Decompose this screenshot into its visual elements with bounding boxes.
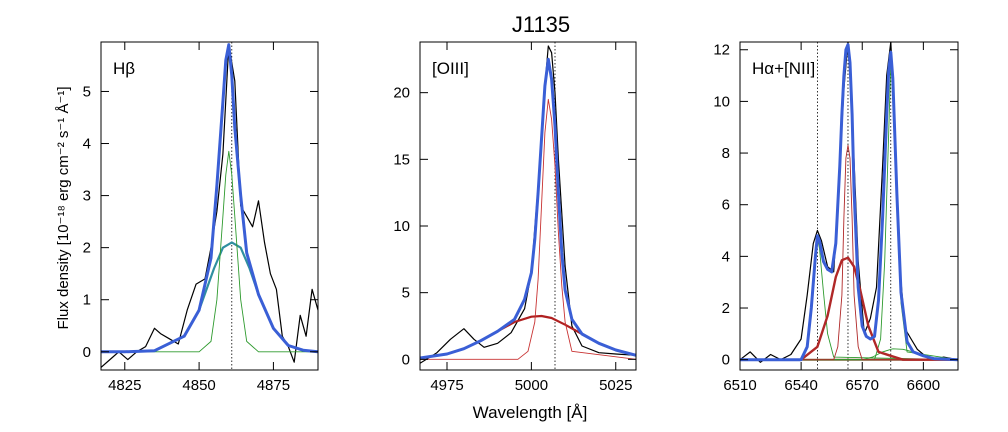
series-group (740, 42, 958, 363)
y-tick-label: 0 (722, 352, 730, 369)
series-narrow (101, 150, 318, 353)
y-tick-label: 4 (722, 248, 730, 265)
plot-frame (419, 41, 637, 371)
x-tick-label: 6570 (846, 377, 879, 394)
y-tick-label: 1 (83, 292, 91, 309)
y-tick-label: 5 (83, 83, 91, 100)
x-tick-label: 6600 (907, 377, 940, 394)
series-ha-broad (740, 256, 958, 361)
panel-label: [OIII] (432, 59, 469, 78)
x-tick-label: 4875 (257, 377, 290, 394)
panel-3: 6510 6540 6570 6600 0 2 4 6 8 10 12 Hα+[NII] (713, 41, 959, 394)
y-tick-label: 3 (83, 188, 91, 205)
series-group (420, 45, 636, 364)
y-tick-label: 4 (83, 136, 91, 153)
panel-2: 4975 5000 5025 0 5 10 15 20 [OIII] (393, 41, 637, 394)
y-tick-label: 0 (402, 351, 410, 368)
panel-label: Hβ (113, 59, 135, 78)
x-axis-label: Wavelength [Å] (473, 403, 588, 422)
x-tick-label: 5000 (515, 377, 548, 394)
x-tick-label: 4975 (430, 377, 463, 394)
y-tick-label: 12 (713, 42, 730, 59)
series-nii-6548 (740, 237, 958, 361)
series-nii-6584 (740, 62, 958, 361)
x-tick-label: 4825 (108, 377, 141, 394)
series-ha-narrow (740, 144, 958, 361)
y-tick-label: 10 (713, 93, 730, 110)
x-tick-label: 5025 (599, 377, 632, 394)
series-data (740, 42, 958, 363)
x-tick-label: 6510 (723, 377, 756, 394)
series-narrow (420, 98, 636, 360)
y-axis-label: Flux density [10⁻¹⁸ erg cm⁻² s⁻¹ Å⁻¹] (55, 86, 72, 329)
series-data (420, 45, 636, 364)
y-tick-label: 20 (393, 85, 410, 102)
series-total (420, 57, 636, 360)
figure-title: J1135 (512, 12, 570, 37)
y-tick-label: 6 (722, 197, 730, 214)
series-group (101, 43, 318, 368)
series-total (101, 43, 318, 354)
y-tick-label: 8 (722, 145, 730, 162)
x-tick-label: 4850 (182, 377, 215, 394)
y-tick-label: 2 (722, 300, 730, 317)
y-tick-label: 10 (393, 218, 410, 235)
x-tick-label: 6540 (784, 377, 817, 394)
panel-1: 4825 4850 4875 0 1 2 3 4 5 Hβ (83, 41, 319, 394)
panel-label: Hα+[NII] (752, 59, 815, 78)
series-total (740, 43, 958, 362)
y-tick-label: 5 (402, 285, 410, 302)
series-data (101, 44, 318, 368)
y-tick-label: 0 (83, 344, 91, 361)
y-tick-label: 2 (83, 240, 91, 257)
plot-frame (739, 41, 959, 371)
y-tick-label: 15 (393, 151, 410, 168)
plot-frame (100, 41, 319, 371)
